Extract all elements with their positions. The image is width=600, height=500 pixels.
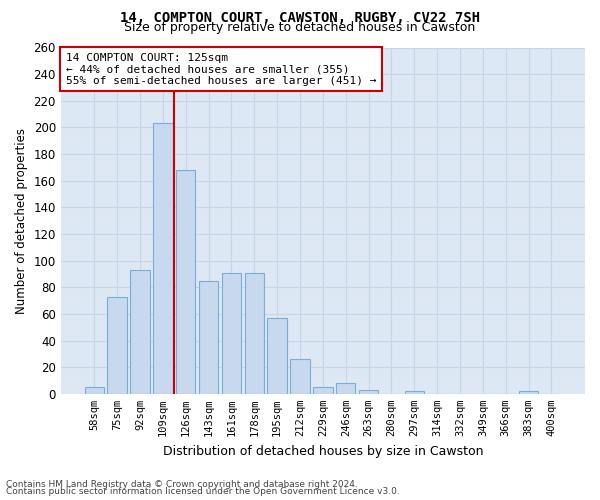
Text: 14 COMPTON COURT: 125sqm
← 44% of detached houses are smaller (355)
55% of semi-: 14 COMPTON COURT: 125sqm ← 44% of detach… — [66, 52, 377, 86]
Bar — [176, 170, 196, 394]
Bar — [85, 387, 104, 394]
Bar — [107, 296, 127, 394]
Bar — [222, 272, 241, 394]
Text: Size of property relative to detached houses in Cawston: Size of property relative to detached ho… — [124, 21, 476, 34]
Bar — [245, 272, 264, 394]
Y-axis label: Number of detached properties: Number of detached properties — [15, 128, 28, 314]
Bar — [130, 270, 150, 394]
Bar — [359, 390, 379, 394]
X-axis label: Distribution of detached houses by size in Cawston: Distribution of detached houses by size … — [163, 444, 483, 458]
Bar — [153, 124, 173, 394]
Bar — [290, 359, 310, 394]
Bar — [519, 391, 538, 394]
Bar — [268, 318, 287, 394]
Text: Contains HM Land Registry data © Crown copyright and database right 2024.: Contains HM Land Registry data © Crown c… — [6, 480, 358, 489]
Bar — [404, 391, 424, 394]
Text: Contains public sector information licensed under the Open Government Licence v3: Contains public sector information licen… — [6, 487, 400, 496]
Bar — [336, 383, 355, 394]
Text: 14, COMPTON COURT, CAWSTON, RUGBY, CV22 7SH: 14, COMPTON COURT, CAWSTON, RUGBY, CV22 … — [120, 11, 480, 25]
Bar — [313, 387, 332, 394]
Bar — [199, 280, 218, 394]
